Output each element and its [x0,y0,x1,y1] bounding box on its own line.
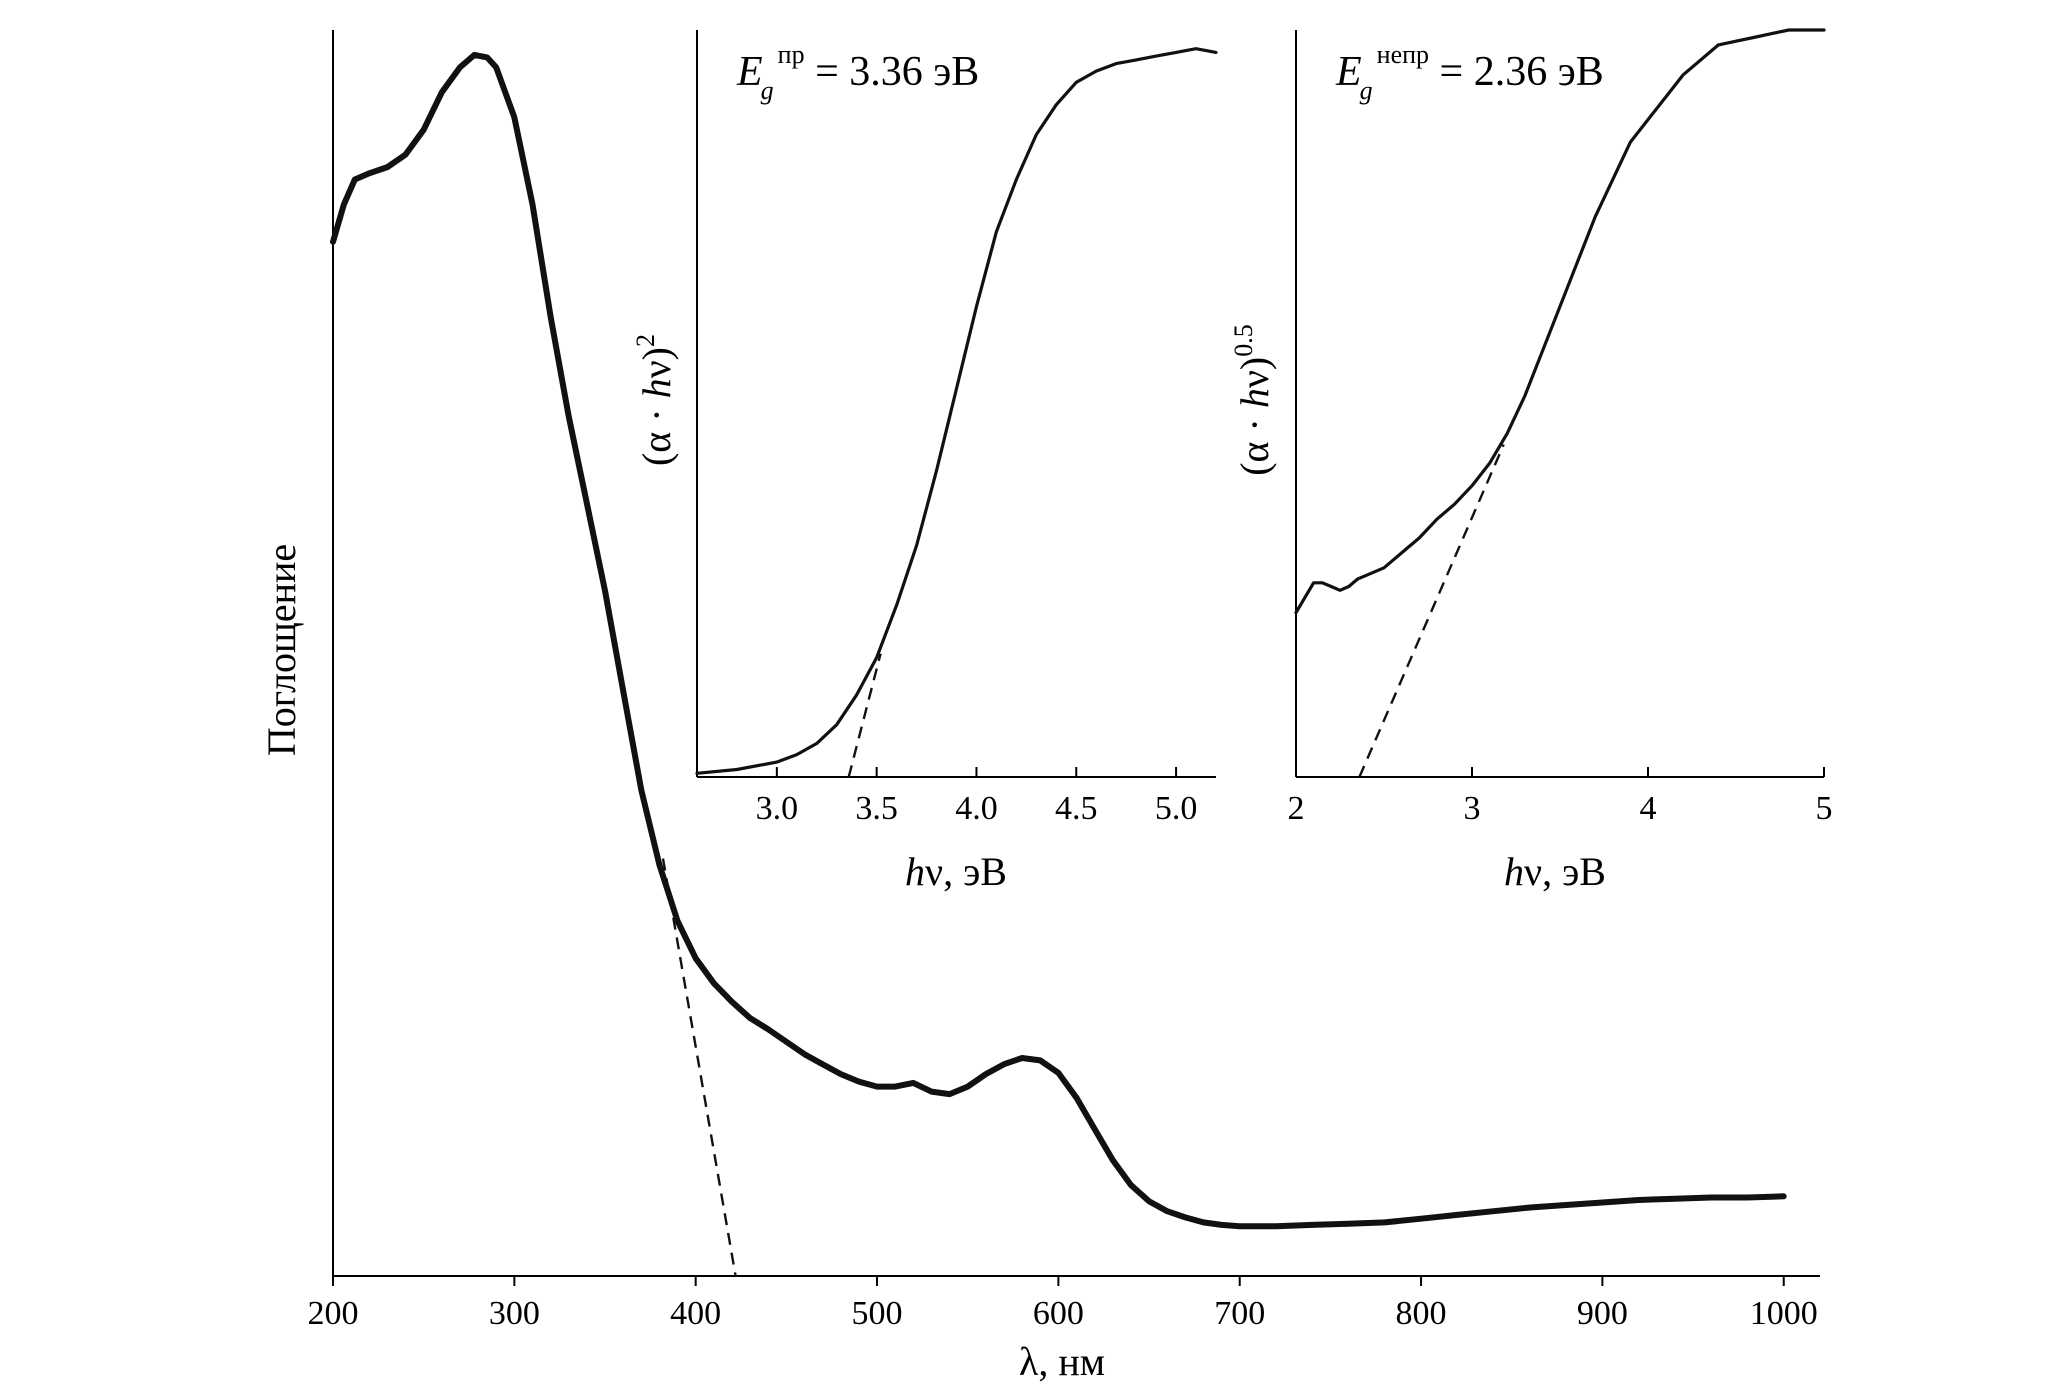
inset-direct-x-tick-label: 3.0 [756,790,799,827]
main-x-tick-label: 200 [308,1295,359,1332]
main-x-tick-label: 1000 [1750,1295,1818,1332]
inset-indirect-anno-value: = 2.36 эВ [1429,49,1604,95]
inset-indirect-anno-symbol: E [1335,49,1362,95]
inset-direct-x-axis-title: hν, эВ [905,849,1007,894]
inset-direct-y-axis-title: (α · hν)2 [631,334,679,466]
main-x-tick-label: 600 [1033,1295,1084,1332]
inset-direct-series-group [695,47,1218,778]
inset-direct-x-ticks: 3.0 3.5 4.0 4.5 5.0 [756,767,1198,827]
inset-indirect-ylabel-power: 0.5 [1229,324,1258,357]
main-x-tick-label: 300 [489,1295,540,1332]
inset-indirect-x-ticks: 2 3 4 5 [1288,767,1833,827]
main-plot: 200 300 400 500 600 700 800 900 1000 λ, нм Погло… [259,30,1820,1384]
inset-indirect-anno-subscript: g [1360,76,1373,105]
main-x-tick-label: 400 [670,1295,721,1332]
inset-direct-anno-subscript: g [761,76,774,105]
main-xlabel-symbol: λ [1019,1339,1039,1384]
main-xlabel-unit: , нм [1038,1339,1105,1384]
inset-direct-ylabel-after: ν) [634,347,679,378]
inset-direct-tauc-direct-line [695,47,1218,775]
inset-direct-xlabel-unit: ν, эВ [925,849,1007,894]
inset-direct-xlabel-symbol: h [905,849,925,894]
inset-direct-bandgap-label: Egпр = 3.36 эВ [736,40,979,105]
inset-indirect-ylabel-symbol: h [1232,388,1277,408]
inset-indirect-xlabel-unit: ν, эВ [1524,849,1606,894]
inset-indirect-xlabel-symbol: h [1504,849,1524,894]
main-x-tick-label: 500 [852,1295,903,1332]
inset-indirect-bandgap-label: Egнепр = 2.36 эВ [1335,40,1604,105]
main-series-group [330,51,1787,1277]
inset-indirect-x-tick-label: 4 [1640,790,1657,827]
inset-indirect-x-tick-label: 5 [1816,790,1833,827]
inset-direct-ylabel-power: 2 [631,334,660,347]
inset-direct-x-tick-label: 3.5 [855,790,898,827]
inset-direct-x-tick-label: 4.0 [955,790,998,827]
inset-indirect-x-tick-label: 3 [1464,790,1481,827]
main-edge-extrapolation-line [661,858,737,1277]
inset-direct-anno-symbol: E [736,49,763,95]
inset-indirect-series-group [1294,28,1826,778]
inset-direct: 3.0 3.5 4.0 4.5 5.0 Egпр = 3.36 эВ hν, эВ (α… [631,30,1218,894]
inset-direct-anno-superscript: пр [778,40,805,69]
main-y-axis-title: Поглощение [259,544,304,756]
inset-indirect-anno-superscript: непр [1377,40,1429,69]
inset-direct-x-tick-label: 4.5 [1055,790,1098,827]
inset-indirect-ylabel-after: ν) [1232,357,1277,388]
main-x-tick-label: 700 [1214,1295,1265,1332]
main-x-ticks: 200 300 400 500 600 700 800 900 1000 [308,1276,1818,1332]
inset-indirect-tauc-indirect-line [1294,28,1826,615]
main-x-axis-title: λ, нм [1019,1339,1105,1384]
inset-indirect-fit-indirect-line [1358,444,1505,778]
inset-direct-ylabel-text: (α · [634,398,679,466]
inset-direct-fit-direct-line [847,653,882,778]
inset-direct-x-tick-label: 5.0 [1155,790,1198,827]
main-x-tick-label: 900 [1577,1295,1628,1332]
main-x-tick-label: 800 [1396,1295,1447,1332]
inset-indirect-x-axis-title: hν, эВ [1504,849,1606,894]
inset-direct-anno-value: = 3.36 эВ [805,49,980,95]
inset-direct-ylabel-symbol: h [634,378,679,398]
inset-indirect-ylabel-text: (α · [1232,408,1277,476]
inset-indirect-y-axis-title: (α · hν)0.5 [1229,324,1277,476]
main-absorbance-line [330,51,1787,1230]
inset-indirect-x-tick-label: 2 [1288,790,1305,827]
